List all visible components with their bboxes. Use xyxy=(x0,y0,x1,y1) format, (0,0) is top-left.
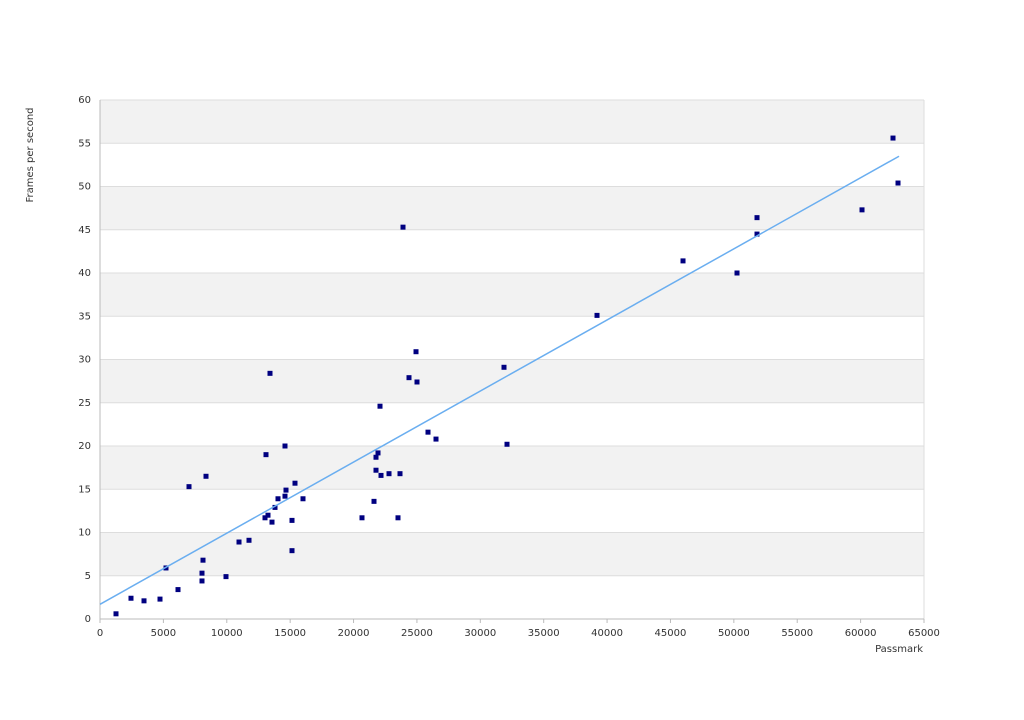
point xyxy=(425,429,431,435)
x-tick-label: 20000 xyxy=(338,628,370,639)
point xyxy=(371,498,377,504)
grid-band xyxy=(100,359,924,403)
x-tick-label: 65000 xyxy=(908,628,940,639)
point xyxy=(200,557,206,563)
trendline xyxy=(99,155,900,605)
grid-band xyxy=(100,446,924,490)
x-tick-label: 55000 xyxy=(781,628,813,639)
point xyxy=(289,517,295,523)
point xyxy=(413,349,419,355)
point xyxy=(890,135,896,141)
y-tick-label: 25 xyxy=(78,398,91,409)
point xyxy=(236,539,242,545)
point xyxy=(175,587,181,593)
point xyxy=(754,231,760,237)
grid-band xyxy=(100,186,924,230)
x-tick-label: 10000 xyxy=(211,628,243,639)
point xyxy=(373,454,379,460)
y-tick-label: 55 xyxy=(78,138,91,149)
x-tick-label: 0 xyxy=(97,628,103,639)
point xyxy=(289,548,295,554)
x-tick-label: 30000 xyxy=(464,628,496,639)
point xyxy=(895,180,901,186)
grid-band xyxy=(100,100,924,144)
point xyxy=(186,484,192,490)
y-tick-label: 40 xyxy=(78,268,91,279)
x-tick-label: 40000 xyxy=(591,628,623,639)
point xyxy=(283,487,289,493)
point xyxy=(246,537,252,543)
x-tick-label: 15000 xyxy=(274,628,306,639)
point xyxy=(754,215,760,221)
point xyxy=(359,515,365,521)
point xyxy=(504,441,510,447)
y-tick-label: 5 xyxy=(85,571,91,582)
point xyxy=(734,270,740,276)
point xyxy=(397,471,403,477)
y-tick-label: 35 xyxy=(78,311,91,322)
point xyxy=(594,312,600,318)
point xyxy=(377,403,383,409)
point xyxy=(113,611,119,617)
point xyxy=(262,515,268,521)
y-tick-label: 0 xyxy=(85,614,91,625)
y-axis-label: Frames per second xyxy=(25,108,36,203)
point xyxy=(433,436,439,442)
point xyxy=(157,596,163,602)
x-tick-label: 35000 xyxy=(528,628,560,639)
point xyxy=(400,224,406,230)
point xyxy=(199,578,205,584)
grid-band xyxy=(100,532,924,576)
point xyxy=(292,480,298,486)
x-tick-label: 25000 xyxy=(401,628,433,639)
point xyxy=(265,512,271,518)
grid xyxy=(100,99,924,620)
point xyxy=(414,379,420,385)
point xyxy=(275,496,281,502)
point xyxy=(386,471,392,477)
point xyxy=(128,595,134,601)
y-tick-label: 45 xyxy=(78,225,91,236)
point xyxy=(378,472,384,478)
x-tick-label: 50000 xyxy=(718,628,750,639)
point xyxy=(375,450,381,456)
grid-band xyxy=(100,273,924,317)
x-tick-label: 45000 xyxy=(655,628,687,639)
point xyxy=(141,598,147,604)
point xyxy=(223,574,229,580)
y-tick-label: 30 xyxy=(78,355,91,366)
x-axis-label: Passmark xyxy=(875,644,923,655)
y-tick-label: 10 xyxy=(78,528,91,539)
point xyxy=(859,207,865,213)
point xyxy=(203,473,209,479)
point xyxy=(267,370,273,376)
point xyxy=(272,504,278,510)
x-tick-label: 60000 xyxy=(845,628,877,639)
point xyxy=(406,375,412,381)
point xyxy=(199,570,205,576)
point xyxy=(269,519,275,525)
y-tick-label: 20 xyxy=(78,441,91,452)
x-tick-label: 5000 xyxy=(151,628,176,639)
point xyxy=(373,467,379,473)
point xyxy=(501,364,507,370)
point xyxy=(680,258,686,264)
point xyxy=(282,493,288,499)
y-tick-label: 50 xyxy=(78,182,91,193)
y-tick-label: 15 xyxy=(78,484,91,495)
point xyxy=(395,515,401,521)
point xyxy=(300,496,306,502)
point xyxy=(263,452,269,458)
y-tick-label: 60 xyxy=(78,95,91,106)
point xyxy=(282,443,288,449)
